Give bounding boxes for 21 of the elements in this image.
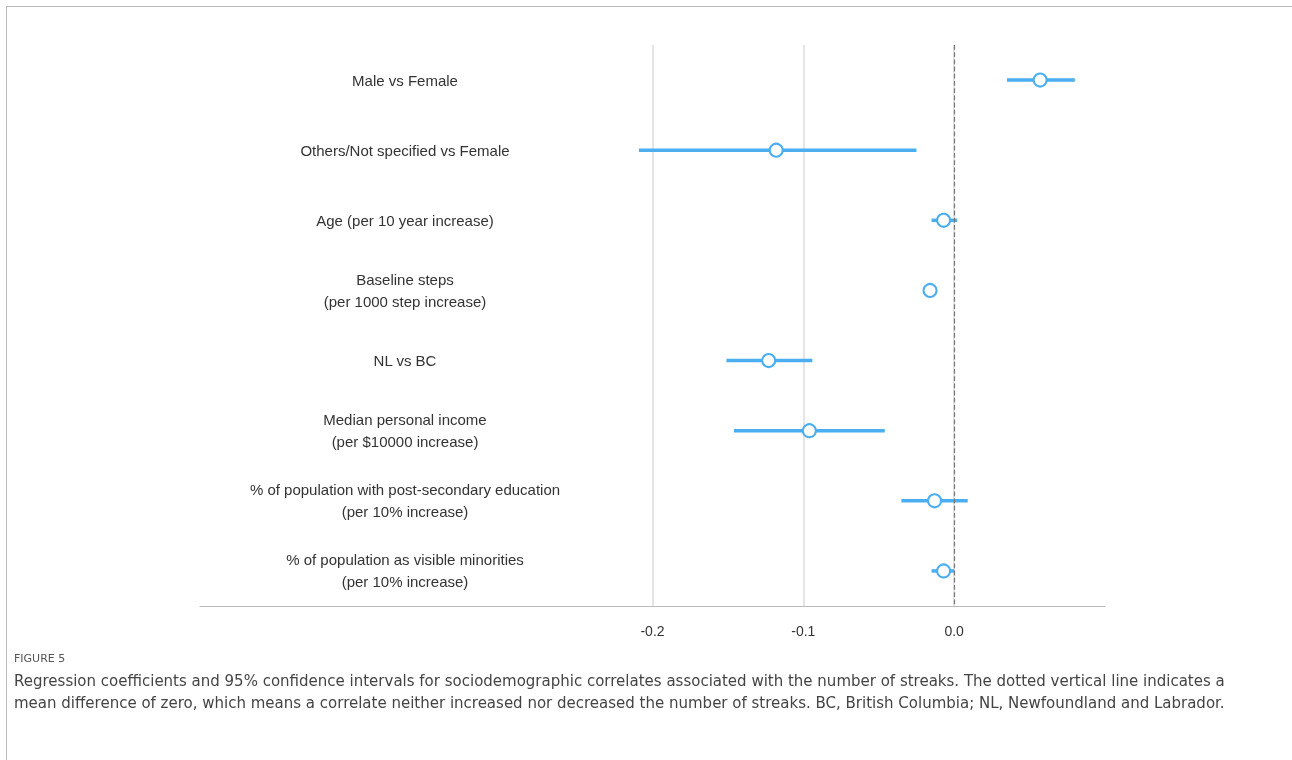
point: [801, 423, 817, 439]
text: FIGURE 5: [14, 652, 66, 665]
point: [922, 282, 938, 298]
y-tick-label: Others/Not specified vs Female: [300, 141, 510, 159]
point: [761, 353, 777, 369]
y-tick-label: NL vs BC: [373, 352, 437, 370]
y-tick-label: Age (per 10 year increase): [316, 211, 494, 229]
point: [927, 493, 943, 509]
y-tick-label: Median personal income (per $10000 increase): [323, 411, 487, 451]
point: [1032, 72, 1048, 88]
y-tick-label: Male vs Female: [352, 71, 458, 89]
y-tick-label: % of population with post-secondary education (per 10% increase): [249, 481, 561, 521]
point: [936, 563, 952, 579]
point: [936, 212, 952, 228]
y-tick-label: Baseline steps (per 1000 step increase): [323, 270, 487, 310]
point: [768, 142, 784, 158]
x-tick-label: -0.1: [791, 623, 816, 639]
y-tick-label: % of population as visible minorities (per 10% increase): [286, 551, 524, 591]
x-tick-label: 0.0: [944, 623, 965, 639]
x-tick-label: -0.2: [640, 623, 665, 639]
text: Regression coefficients and 95% confidence intervals for sociodemographic correlates associated with the number of streaks. The dotted vertical line indicates a mean difference of zero, which means a correlate neither increased nor decreased the number of streaks. BC, British Columbia; NL, Newfoundland and Labrador.: [14, 671, 1226, 714]
